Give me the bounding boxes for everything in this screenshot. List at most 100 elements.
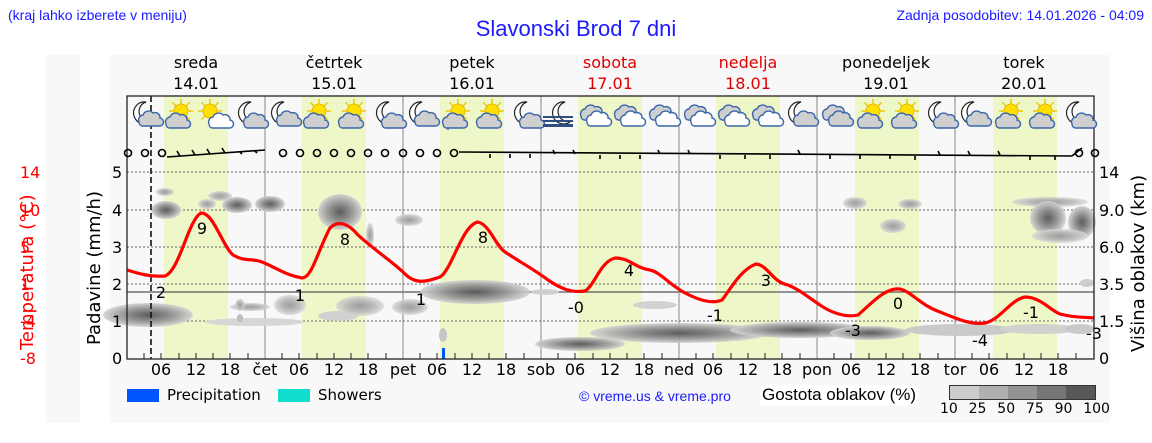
precipitation-bar [442, 348, 445, 359]
x-label: tor [943, 360, 967, 379]
density-tick: 75 [1025, 401, 1044, 417]
x-label: 12 [599, 360, 621, 379]
copyright-link[interactable]: © vreme.us & vreme.pro [579, 388, 731, 404]
day-label: torek 20.01 [1001, 53, 1047, 93]
precip-tick: 5 [112, 163, 123, 182]
x-label: 06 [426, 360, 448, 379]
cloud-density-scale [949, 385, 1096, 400]
density-swatch-75 [1037, 386, 1066, 399]
region-hint[interactable]: (kraj lahko izberete v meniju) [8, 7, 187, 23]
svg-text:1: 1 [295, 286, 305, 305]
cloud-height-tick: 14 [1099, 163, 1120, 182]
density-tick: 100 [1083, 401, 1110, 417]
density-tick: 90 [1054, 401, 1073, 417]
precip-tick: 1 [112, 312, 123, 331]
day-label-weekend: sobota 17.01 [582, 53, 638, 93]
svg-text:9: 9 [197, 219, 207, 238]
day-label-weekend: nedelja 18.01 [718, 53, 778, 93]
x-label: 06 [840, 360, 862, 379]
temp-axis-panel [46, 55, 80, 423]
showers-legend-label: Showers [318, 386, 382, 404]
day-labels: sreda 14.01 četrtek 15.01 petek 16.01 sobot… [127, 52, 1094, 96]
x-label: 18 [771, 360, 793, 379]
x-label: 06 [288, 360, 310, 379]
svg-text:2: 2 [156, 283, 166, 302]
day-label: ponedeljek 19.01 [842, 53, 930, 93]
x-label: sob [526, 360, 556, 379]
temp-tick: 5 [20, 238, 31, 257]
temp-tick: 10 [20, 201, 41, 220]
density-tick: 25 [968, 401, 987, 417]
cloud-height-tick: 3.5 [1099, 275, 1125, 294]
svg-text:4: 4 [624, 261, 634, 280]
density-swatch-25 [979, 386, 1008, 399]
x-label: 18 [633, 360, 655, 379]
cloud-height-axis-title: Višina oblakov (km) [1128, 174, 1149, 352]
precip-tick: 2 [112, 275, 123, 294]
precip-tick: 4 [112, 201, 123, 220]
svg-text:8: 8 [340, 230, 350, 249]
precipitation-legend-label: Precipitation [167, 386, 261, 404]
day-label: četrtek 15.01 [305, 53, 363, 93]
precip-tick: 0 [112, 349, 123, 368]
day-label: sreda 14.01 [173, 53, 219, 93]
x-label: pet [389, 360, 417, 379]
density-tick: 10 [940, 401, 958, 417]
day-label: petek 16.01 [449, 53, 495, 93]
precipitation-swatch [127, 389, 159, 402]
temp-tick: -4 [20, 312, 36, 331]
x-label: 18 [219, 360, 241, 379]
svg-text:-1: -1 [1023, 303, 1039, 322]
density-swatch-90 [1066, 386, 1095, 399]
cloud-density [103, 188, 1096, 351]
x-label: 12 [461, 360, 483, 379]
x-label: 06 [564, 360, 586, 379]
temp-tick: 1 [20, 275, 31, 294]
cloud-height-tick: 0 [1099, 349, 1110, 368]
temp-axis-title: Temperatura (°C) [17, 194, 38, 350]
x-label: 18 [495, 360, 517, 379]
svg-text:3: 3 [761, 271, 771, 290]
x-label: ned [663, 360, 695, 379]
svg-text:": " [446, 127, 450, 136]
svg-text:-3: -3 [845, 321, 861, 340]
weather-icons-row: " [132, 98, 1098, 136]
x-label: 18 [909, 360, 931, 379]
x-label: 06 [978, 360, 1000, 379]
x-label: 12 [875, 360, 897, 379]
cloud-density-title: Gostota oblakov (%) [760, 385, 919, 405]
density-swatch-10 [950, 386, 979, 399]
cloud-height-tick: 1.5 [1099, 312, 1125, 331]
precip-tick: 3 [112, 238, 123, 257]
svg-text:-1: -1 [707, 306, 723, 325]
x-label: 12 [1013, 360, 1035, 379]
svg-text:-0: -0 [568, 298, 584, 317]
temperature-labels: 2 9 1 8 1 8 -0 4 -1 3 -3 0 -4 -1 -3 [156, 219, 1102, 350]
x-label: 06 [150, 360, 172, 379]
x-label: 18 [1047, 360, 1069, 379]
wind-row [123, 147, 1100, 160]
last-updated: Zadnja posodobitev: 14.01.2026 - 04:09 [896, 7, 1144, 23]
hour-ticks [143, 353, 1077, 359]
temp-tick: 14 [20, 163, 41, 182]
cloud-density-ticks: 10 25 50 75 90 100 [940, 401, 1110, 417]
showers-swatch [278, 389, 310, 402]
temperature-line [126, 211, 1095, 325]
x-label: 06 [702, 360, 724, 379]
day-separators [264, 96, 956, 359]
chart-title: Slavonski Brod 7 dni [475, 16, 677, 41]
temp-tick: -8 [20, 349, 36, 368]
x-label: 12 [323, 360, 345, 379]
x-label: 18 [357, 360, 379, 379]
density-tick: 50 [997, 401, 1016, 417]
cloud-height-tick: 6.0 [1099, 238, 1125, 257]
precip-axis-title: Padavine (mm/h) [84, 191, 105, 345]
svg-text:8: 8 [478, 228, 488, 247]
x-label: 12 [737, 360, 759, 379]
svg-text:-4: -4 [972, 331, 988, 350]
x-label: čet [252, 360, 278, 379]
svg-text:1: 1 [416, 290, 426, 309]
x-label: pon [801, 360, 833, 379]
density-swatch-50 [1008, 386, 1037, 399]
